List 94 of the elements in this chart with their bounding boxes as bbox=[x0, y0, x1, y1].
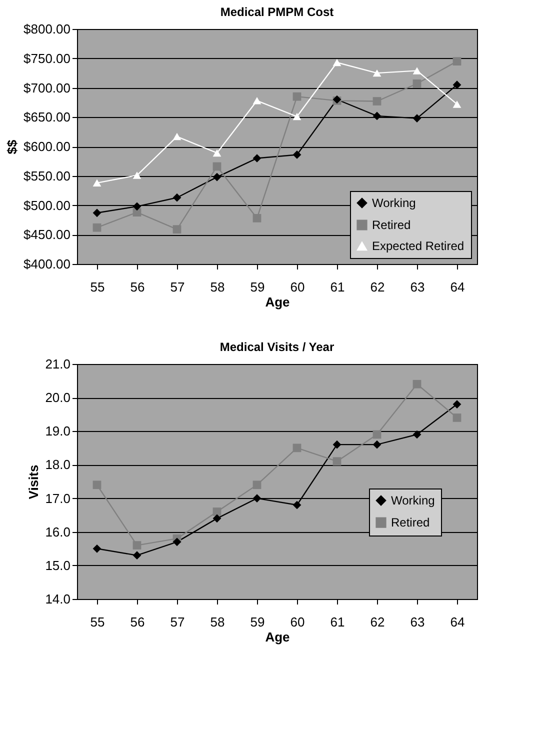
point bbox=[252, 214, 262, 222]
point bbox=[92, 480, 102, 490]
point bbox=[92, 179, 102, 187]
point bbox=[252, 494, 262, 502]
point bbox=[252, 97, 262, 104]
x-tick-label: 58 bbox=[210, 614, 225, 630]
y-tick-label: $800.00 bbox=[24, 22, 70, 36]
legend-label: Retired bbox=[372, 218, 411, 232]
point bbox=[212, 162, 222, 171]
y-tick-label: 15.0 bbox=[45, 558, 70, 573]
point bbox=[332, 58, 342, 66]
y-tick-label: 17.0 bbox=[45, 490, 70, 506]
point bbox=[252, 480, 262, 490]
x-tick-label: 57 bbox=[170, 614, 185, 630]
x-tick-label: 62 bbox=[370, 614, 385, 630]
y-tick-label: 14.0 bbox=[45, 592, 70, 606]
x-tick-label: 57 bbox=[170, 280, 185, 294]
x-tick-label: 64 bbox=[450, 280, 465, 294]
point bbox=[92, 544, 102, 553]
x-tick-label: 61 bbox=[330, 280, 345, 294]
point bbox=[132, 172, 142, 179]
chart-title: Medical PMPM Cost bbox=[220, 5, 334, 19]
point bbox=[452, 100, 462, 108]
legend-label: Retired bbox=[391, 516, 430, 530]
y-tick-label: 20.0 bbox=[45, 390, 70, 406]
point bbox=[372, 430, 382, 439]
point bbox=[292, 150, 302, 159]
point bbox=[292, 92, 302, 101]
point bbox=[452, 57, 462, 66]
y-tick-label: 16.0 bbox=[45, 524, 70, 540]
point bbox=[212, 508, 222, 516]
y-axis-title: Visits bbox=[26, 464, 42, 500]
legend-label: Working bbox=[391, 494, 435, 508]
point bbox=[332, 457, 342, 466]
y-tick-label: $700.00 bbox=[24, 80, 70, 96]
point bbox=[132, 541, 142, 550]
point bbox=[212, 514, 222, 523]
x-tick-label: 62 bbox=[370, 280, 385, 294]
x-tick-label: 64 bbox=[450, 614, 465, 630]
x-tick-label: 60 bbox=[290, 280, 305, 294]
point bbox=[332, 440, 342, 449]
y-tick-label: 18.0 bbox=[45, 457, 70, 472]
point bbox=[412, 67, 422, 74]
point bbox=[172, 193, 182, 202]
y-tick-label: $750.00 bbox=[24, 50, 70, 66]
x-axis-title: Age bbox=[265, 630, 290, 644]
point bbox=[92, 223, 102, 232]
legend-label: Working bbox=[372, 196, 416, 210]
point bbox=[132, 202, 142, 211]
point bbox=[372, 69, 382, 77]
x-tick-label: 59 bbox=[250, 614, 265, 630]
point bbox=[292, 444, 302, 452]
point bbox=[412, 380, 422, 388]
point bbox=[212, 149, 222, 157]
x-tick-label: 63 bbox=[410, 280, 425, 294]
x-axis-title: Age bbox=[265, 294, 290, 310]
point bbox=[372, 440, 382, 449]
point bbox=[452, 414, 462, 422]
point bbox=[172, 132, 182, 140]
point bbox=[292, 500, 302, 510]
y-tick-label: $550.00 bbox=[24, 168, 70, 184]
x-tick-label: 55 bbox=[90, 614, 105, 630]
point bbox=[172, 538, 182, 546]
point bbox=[412, 79, 422, 88]
point bbox=[132, 551, 142, 560]
x-tick-label: 55 bbox=[90, 280, 105, 294]
x-tick-label: 56 bbox=[130, 614, 145, 630]
point bbox=[452, 400, 462, 408]
point bbox=[372, 112, 382, 120]
x-tick-label: 56 bbox=[130, 280, 145, 294]
x-tick-label: 60 bbox=[290, 614, 305, 630]
point bbox=[212, 172, 222, 182]
y-tick-label: 21.0 bbox=[45, 356, 70, 372]
y-tick-label: $400.00 bbox=[24, 256, 70, 272]
x-tick-label: 59 bbox=[250, 280, 265, 294]
y-tick-label: 19.0 bbox=[45, 424, 70, 439]
point bbox=[412, 430, 422, 439]
chart-title: Medical Visits / Year bbox=[220, 340, 334, 354]
x-tick-label: 63 bbox=[410, 614, 425, 630]
point bbox=[452, 80, 462, 89]
legend-label: Expected Retired bbox=[372, 239, 464, 253]
x-tick-label: 61 bbox=[330, 614, 345, 630]
point bbox=[252, 154, 262, 162]
point bbox=[292, 112, 302, 120]
point bbox=[412, 114, 422, 122]
x-tick-label: 58 bbox=[210, 280, 225, 294]
y-tick-label: $600.00 bbox=[24, 139, 70, 154]
point bbox=[92, 208, 102, 218]
y-tick-label: $500.00 bbox=[24, 198, 70, 213]
y-tick-label: $650.00 bbox=[24, 110, 70, 125]
y-axis-title: $$ bbox=[4, 139, 20, 154]
point bbox=[372, 97, 382, 106]
point bbox=[172, 225, 182, 234]
y-tick-label: $450.00 bbox=[24, 227, 70, 242]
